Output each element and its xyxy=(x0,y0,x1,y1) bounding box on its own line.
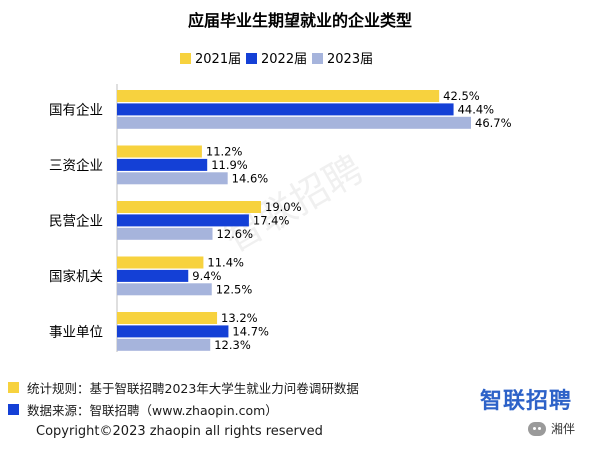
chart-title: 应届毕业生期望就业的企业类型 xyxy=(188,11,412,30)
bar-4-1 xyxy=(117,256,204,269)
account-badge: 湘伴 xyxy=(528,420,575,437)
footer-source: 数据来源：智联招聘（www.zhaopin.com） xyxy=(8,400,278,419)
legend-label-2: 2022届 xyxy=(261,52,307,67)
copyright: Copyright©2023 zhaopin all rights reserv… xyxy=(36,424,323,439)
source-text: 数据来源：智联招聘（www.zhaopin.com） xyxy=(27,403,278,418)
value-label-2-1: 11.2% xyxy=(206,145,243,159)
value-label-2-2: 11.9% xyxy=(211,158,248,172)
source-color-square xyxy=(8,404,19,415)
bar-4-2 xyxy=(117,269,189,282)
value-label-3-3: 12.6% xyxy=(217,227,254,241)
value-label-5-3: 12.3% xyxy=(214,338,251,352)
rule-color-square xyxy=(8,382,19,393)
value-label-5-1: 13.2% xyxy=(221,311,258,325)
bar-1-3 xyxy=(117,116,471,129)
rule-text: 统计规则：基于智联招聘2023年大学生就业力问卷调研数据 xyxy=(27,381,359,396)
chat-bubble-icon xyxy=(528,421,546,436)
value-label-4-3: 12.5% xyxy=(216,282,253,296)
bar-1-2 xyxy=(117,103,454,116)
category-label-2: 三资企业 xyxy=(49,157,103,174)
category-label-3: 民营企业 xyxy=(49,213,103,230)
bar-5-3 xyxy=(117,338,211,351)
category-label-4: 国家机关 xyxy=(49,268,103,285)
bar-chart: 应届毕业生期望就业的企业类型 2021届 2022届 2023届 智联招聘 国有企业… xyxy=(49,11,512,352)
legend-label-3: 2023届 xyxy=(327,52,373,67)
bar-3-1 xyxy=(117,201,262,213)
bar-5-1 xyxy=(117,312,218,324)
bar-5-2 xyxy=(117,325,229,338)
value-label-4-1: 11.4% xyxy=(207,256,244,270)
legend-swatch-2 xyxy=(246,53,257,64)
bar-1-1 xyxy=(117,90,440,102)
chart-legend: 2021届 2022届 2023届 xyxy=(180,52,373,67)
bar-2-1 xyxy=(117,145,202,158)
value-label-2-3: 14.6% xyxy=(232,171,269,185)
bar-3-3 xyxy=(117,227,213,240)
footer-rule: 统计规则：基于智联招聘2023年大学生就业力问卷调研数据 xyxy=(8,378,359,397)
value-label-3-2: 17.4% xyxy=(253,213,290,227)
value-label-1-2: 44.4% xyxy=(458,102,495,116)
brand-logo: 智联招聘 xyxy=(480,389,573,414)
legend-label-1: 2021届 xyxy=(195,52,241,67)
bar-4-3 xyxy=(117,283,212,296)
category-label-1: 国有企业 xyxy=(49,102,103,119)
bar-2-3 xyxy=(117,172,228,185)
value-label-4-2: 9.4% xyxy=(192,269,221,283)
bar-group: 国有企业 42.5%44.4%46.7% 三资企业 11.2%11.9%14.6% 民营… xyxy=(49,89,512,352)
bar-2-2 xyxy=(117,158,208,171)
legend-swatch-3 xyxy=(312,53,323,64)
value-label-1-3: 46.7% xyxy=(475,116,512,130)
value-label-1-1: 42.5% xyxy=(443,89,480,103)
value-label-3-1: 19.0% xyxy=(265,200,302,214)
account-name: 湘伴 xyxy=(551,422,576,436)
value-label-5-2: 14.7% xyxy=(232,324,269,338)
legend-swatch-1 xyxy=(180,53,191,64)
bar-3-2 xyxy=(117,214,249,227)
category-label-5: 事业单位 xyxy=(49,325,103,341)
